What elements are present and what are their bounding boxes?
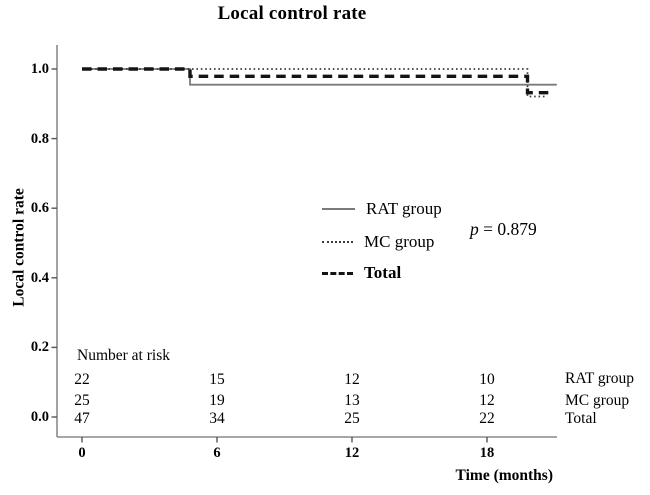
risk-count: 22 (479, 410, 495, 427)
risk-row-label-rat: RAT group (565, 370, 635, 387)
risk-row-label-total: Total (565, 410, 597, 427)
x-axis-title: Time (months) (455, 467, 553, 484)
p-value-text: = 0.879 (478, 219, 537, 239)
risk-count: 15 (209, 370, 225, 388)
series-line-total (82, 67, 553, 95)
legend-item-rat: RAT group (322, 197, 442, 221)
risk-count: 25 (344, 410, 360, 427)
y-tick-label: 0.2 (30, 339, 49, 356)
legend-label-rat: RAT group (366, 199, 442, 218)
x-tick-label: 0 (78, 445, 86, 461)
legend-item-total: Total (322, 261, 442, 285)
legend-item-mc: MC group (322, 230, 442, 254)
dashed-line-sample-icon (322, 271, 353, 275)
risk-count: 10 (479, 370, 495, 388)
series-line-mc-group (82, 68, 546, 98)
y-tick-label: 0.4 (30, 269, 49, 286)
x-tick-label: 6 (213, 445, 221, 461)
x-tick-label: 18 (479, 445, 495, 461)
legend-label-total: Total (364, 263, 402, 282)
risk-count: 19 (209, 392, 225, 409)
risk-count: 47 (74, 410, 90, 427)
p-value-annotation: p = 0.879 (470, 219, 537, 240)
dotted-line-sample-icon (322, 241, 353, 243)
chart-title: Local control rate (217, 3, 367, 24)
risk-count: 13 (344, 392, 360, 409)
y-tick-label: 0.8 (30, 130, 49, 147)
p-symbol: p (470, 219, 479, 239)
risk-count: 25 (74, 392, 90, 409)
solid-line-sample-icon (322, 208, 355, 210)
risk-count: 34 (209, 410, 225, 427)
risk-count: 12 (344, 370, 360, 388)
risk-count: 12 (479, 392, 495, 409)
x-tick-label: 12 (344, 445, 360, 461)
risk-table-header: Number at risk (77, 347, 170, 364)
y-tick-label: 0.6 (30, 200, 49, 217)
legend: RAT group MC group Total (322, 197, 442, 294)
y-tick-label: 1.0 (30, 61, 49, 77)
risk-count: 22 (74, 370, 90, 388)
legend-label-mc: MC group (364, 232, 435, 251)
risk-row-label-mc: MC group (565, 392, 630, 409)
y-tick-label: 0.0 (30, 409, 49, 425)
